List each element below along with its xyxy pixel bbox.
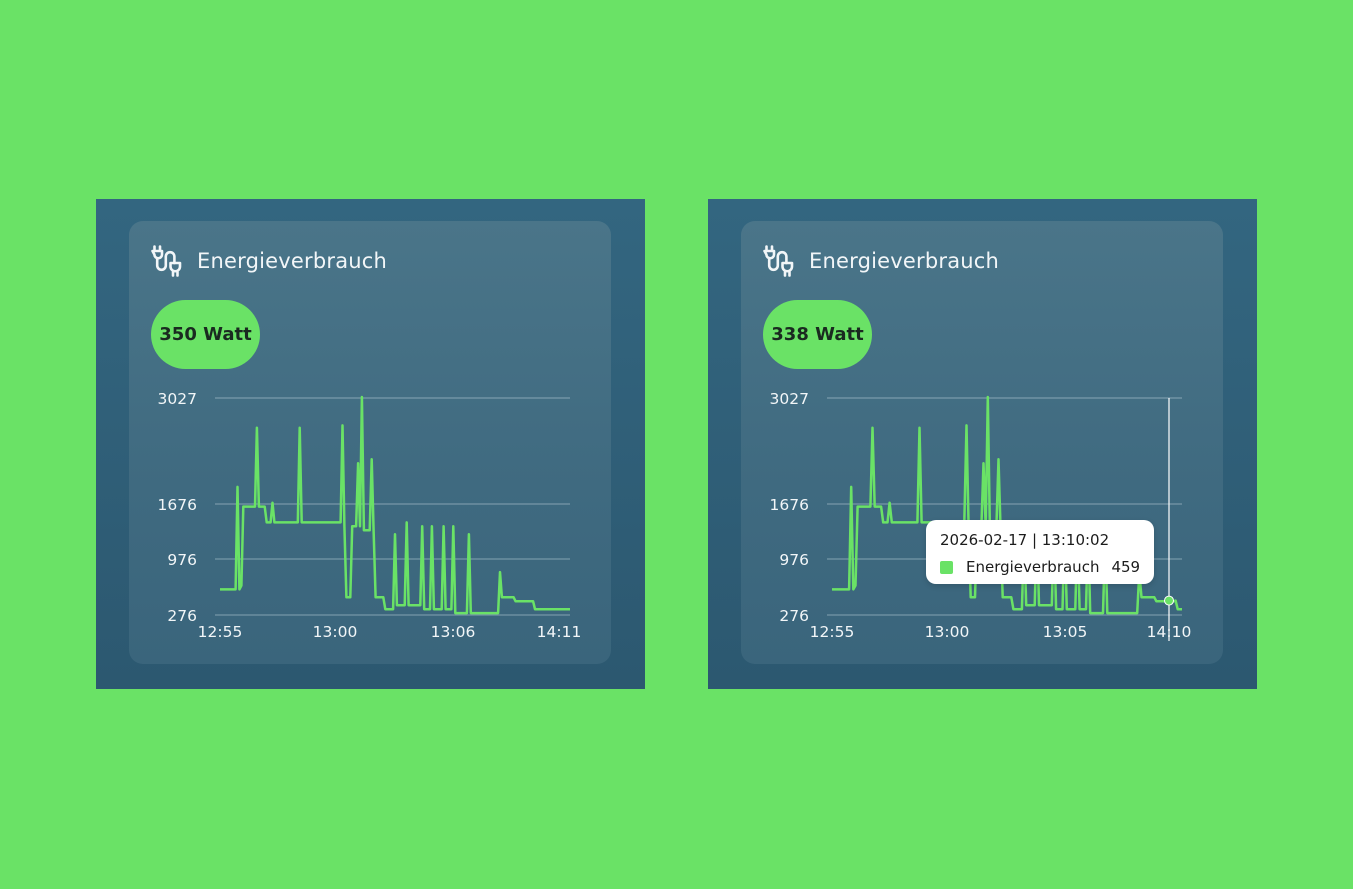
series-line-energieverbrauch [220, 395, 570, 615]
y-tick-label: 976 [779, 551, 809, 569]
x-tick-label: 13:05 [1043, 623, 1088, 641]
tooltip-value: 459 [1111, 558, 1141, 576]
power-badge: 338 Watt [763, 300, 872, 369]
tooltip-timestamp: 2026-02-17 | 13:10:02 [940, 531, 1110, 549]
y-tick-label: 976 [167, 551, 197, 569]
tooltip-series-name: Energieverbrauch [966, 558, 1100, 576]
energy-card: Energieverbrauch 338 Watt 3027 1676 976 276… [741, 221, 1223, 664]
y-tick-label: 276 [779, 607, 809, 625]
x-tick-label: 12:55 [810, 623, 855, 641]
energy-card: Energieverbrauch 350 Watt 3027 1676 976 276… [129, 221, 611, 664]
card-header: Energieverbrauch [151, 245, 387, 277]
power-badge: 350 Watt [151, 300, 260, 369]
panel-right: Energieverbrauch 338 Watt 3027 1676 976 276… [708, 199, 1257, 689]
hover-point [1164, 595, 1174, 606]
tooltip-row: Energieverbrauch 459 [940, 558, 1140, 576]
panel-left: Energieverbrauch 350 Watt 3027 1676 976 276… [96, 199, 645, 689]
y-tick-label: 3027 [158, 390, 197, 408]
y-tick-label: 1676 [158, 496, 197, 514]
x-tick-label: 13:00 [313, 623, 358, 641]
x-tick-label: 13:06 [431, 623, 476, 641]
chart-tooltip: 2026-02-17 | 13:10:02 Energieverbrauch 4… [926, 520, 1154, 584]
series-line-energieverbrauch [832, 395, 1182, 615]
card-title: Energieverbrauch [197, 249, 388, 273]
card-header: Energieverbrauch [763, 245, 999, 277]
y-tick-label: 276 [167, 607, 197, 625]
plug-cable-icon [763, 245, 794, 277]
x-tick-label: 12:55 [198, 623, 243, 641]
x-tick-label: 13:00 [925, 623, 970, 641]
card-title: Energieverbrauch [809, 249, 1000, 273]
y-tick-label: 1676 [770, 496, 809, 514]
x-tick-label: 14:11 [537, 623, 582, 641]
plug-cable-icon [151, 245, 182, 277]
y-tick-label: 3027 [770, 390, 809, 408]
legend-swatch [940, 560, 953, 574]
